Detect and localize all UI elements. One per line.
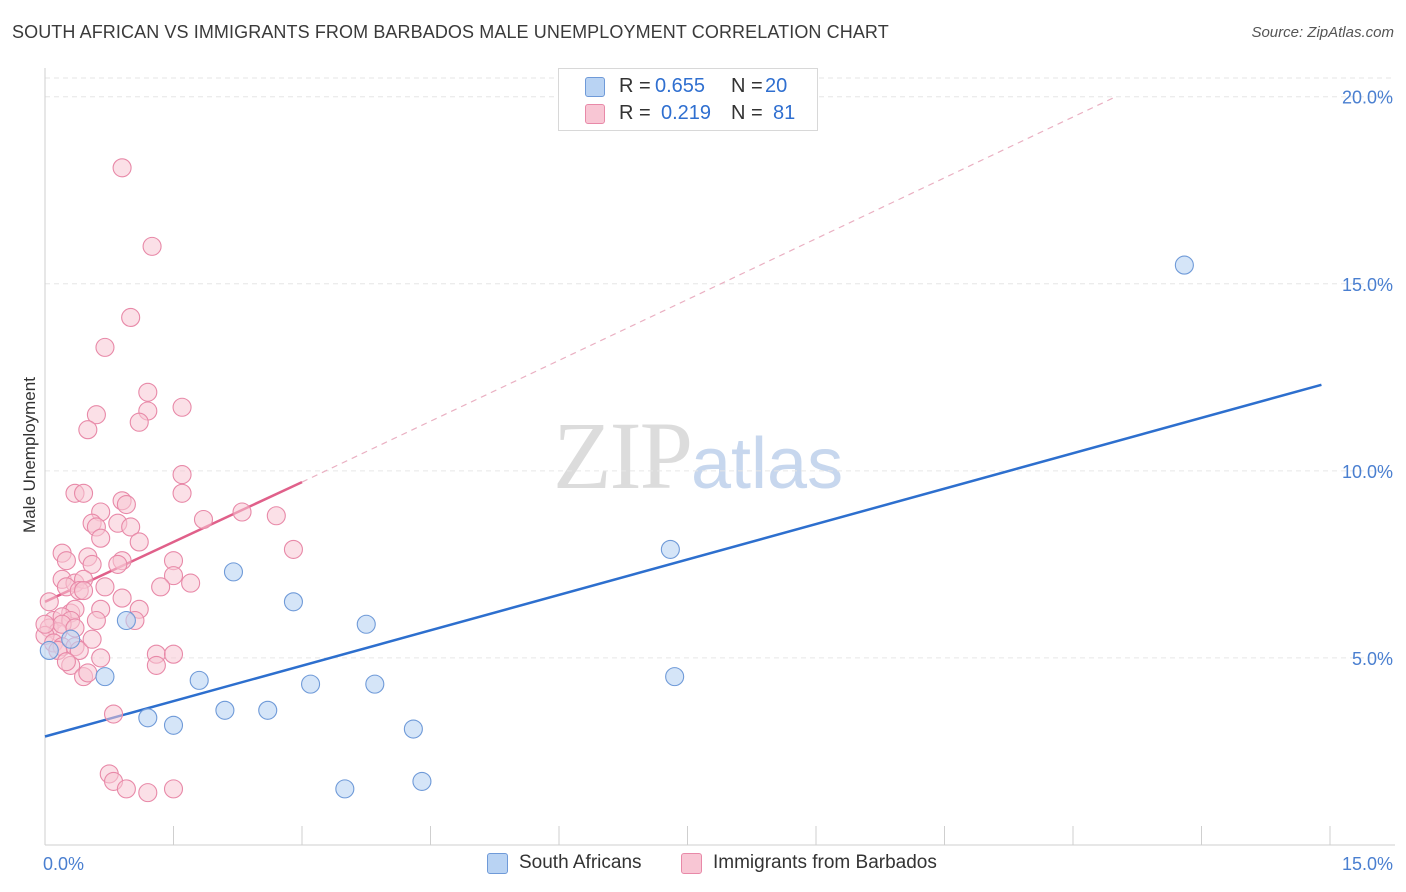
barbados-point bbox=[172, 397, 192, 417]
south-africans-point bbox=[189, 670, 209, 690]
barbados-point bbox=[74, 581, 94, 601]
barbados-point bbox=[95, 337, 115, 357]
barbados-point bbox=[82, 554, 102, 574]
south-africans-point bbox=[1174, 255, 1194, 275]
barbados-point bbox=[163, 566, 184, 586]
y-tick-label: 10.0% bbox=[1342, 462, 1393, 482]
barbados-point bbox=[74, 483, 94, 503]
barbados-point bbox=[35, 614, 55, 634]
barbados-point bbox=[82, 629, 102, 649]
barbados-point bbox=[116, 779, 136, 799]
barbados-point bbox=[146, 655, 166, 675]
barbados-trend-extension bbox=[301, 96, 1117, 483]
n-label: N = bbox=[731, 75, 763, 97]
south-africans-point bbox=[660, 539, 680, 559]
south-africans-point bbox=[61, 629, 81, 649]
south-africans-point bbox=[365, 674, 385, 694]
barbados-point bbox=[121, 307, 141, 328]
blue-swatch-icon bbox=[487, 853, 508, 874]
r-value: 0.655 bbox=[655, 75, 706, 97]
barbados-point bbox=[86, 610, 106, 631]
barbados-point bbox=[232, 502, 252, 522]
south-africans-trend-line bbox=[44, 383, 1322, 738]
barbados-point bbox=[95, 577, 115, 597]
barbados-point bbox=[172, 483, 192, 503]
south-africans-point bbox=[412, 771, 432, 791]
y-tick-label: 5.0% bbox=[1352, 649, 1393, 669]
n-value: 81 bbox=[773, 102, 796, 124]
barbados-point bbox=[116, 494, 136, 515]
legend-label: South Africans bbox=[519, 852, 642, 873]
barbados-point bbox=[151, 577, 171, 597]
barbados-point bbox=[103, 704, 124, 724]
barbados-point bbox=[108, 554, 128, 574]
barbados-point bbox=[112, 158, 132, 178]
south-africans-point bbox=[163, 715, 184, 735]
barbados-point bbox=[163, 644, 184, 664]
barbados-point bbox=[266, 506, 286, 526]
barbados-point bbox=[181, 573, 201, 593]
r-value: 0.219 bbox=[661, 102, 712, 124]
barbados-point bbox=[129, 532, 149, 552]
south-africans-point bbox=[215, 700, 235, 720]
barbados-point bbox=[78, 663, 98, 683]
south-africans-point bbox=[223, 562, 244, 582]
barbados-point bbox=[163, 779, 184, 799]
watermark: ZIPatlas bbox=[553, 400, 843, 511]
barbados-point bbox=[193, 509, 214, 530]
data-points bbox=[35, 158, 1194, 803]
barbados-point bbox=[112, 588, 132, 608]
south-africans-point bbox=[258, 700, 278, 720]
legend-label: Immigrants from Barbados bbox=[713, 852, 937, 873]
barbados-point bbox=[56, 551, 76, 571]
x-tick-label: 15.0% bbox=[1342, 854, 1393, 874]
barbados-point bbox=[142, 236, 162, 256]
barbados-point bbox=[78, 420, 98, 440]
correlation-legend: R = 0.655 N = 20 R = 0.219 N = 81 bbox=[558, 68, 818, 131]
barbados-point bbox=[138, 783, 158, 803]
x-tick-label: 0.0% bbox=[43, 854, 84, 874]
barbados-point bbox=[56, 652, 76, 672]
r-label: R = bbox=[619, 102, 651, 124]
watermark-atlas: atlas bbox=[691, 424, 844, 504]
south-africans-point bbox=[39, 640, 59, 660]
barbados-point bbox=[121, 517, 141, 537]
tick-labels: 5.0% 10.0% 15.0% 20.0% 0.0% 15.0% bbox=[43, 88, 1393, 874]
barbados-point bbox=[283, 539, 303, 559]
south-africans-point bbox=[335, 779, 355, 799]
south-africans-point bbox=[356, 614, 376, 634]
chart-title: SOUTH AFRICAN VS IMMIGRANTS FROM BARBADO… bbox=[12, 22, 889, 42]
barbados-point bbox=[138, 382, 158, 402]
watermark-zip: ZIP bbox=[553, 402, 693, 509]
barbados-point bbox=[91, 528, 111, 548]
blue-swatch-icon bbox=[585, 77, 605, 97]
barbados-point bbox=[39, 592, 59, 612]
n-value: 20 bbox=[765, 75, 788, 97]
r-label: R = bbox=[619, 75, 651, 97]
barbados-point bbox=[172, 465, 192, 485]
barbados-point bbox=[91, 648, 111, 668]
barbados-point bbox=[86, 405, 106, 425]
pink-swatch-icon bbox=[681, 853, 702, 874]
south-africans-point bbox=[283, 592, 303, 612]
pink-swatch-icon bbox=[585, 104, 605, 124]
south-africans-point bbox=[301, 674, 321, 694]
axes bbox=[44, 68, 1395, 846]
south-africans-point bbox=[665, 667, 685, 687]
barbados-point bbox=[129, 412, 149, 432]
south-africans-point bbox=[116, 610, 136, 631]
south-africans-point bbox=[95, 667, 115, 687]
n-label: N = bbox=[731, 102, 763, 124]
south-africans-point bbox=[138, 708, 158, 728]
y-tick-label: 20.0% bbox=[1342, 88, 1393, 108]
south-africans-point bbox=[403, 719, 423, 739]
trend-lines bbox=[44, 96, 1322, 738]
grid bbox=[45, 77, 1395, 659]
y-tick-label: 15.0% bbox=[1342, 275, 1393, 295]
source-label: Source: ZipAtlas.com bbox=[1251, 24, 1394, 41]
